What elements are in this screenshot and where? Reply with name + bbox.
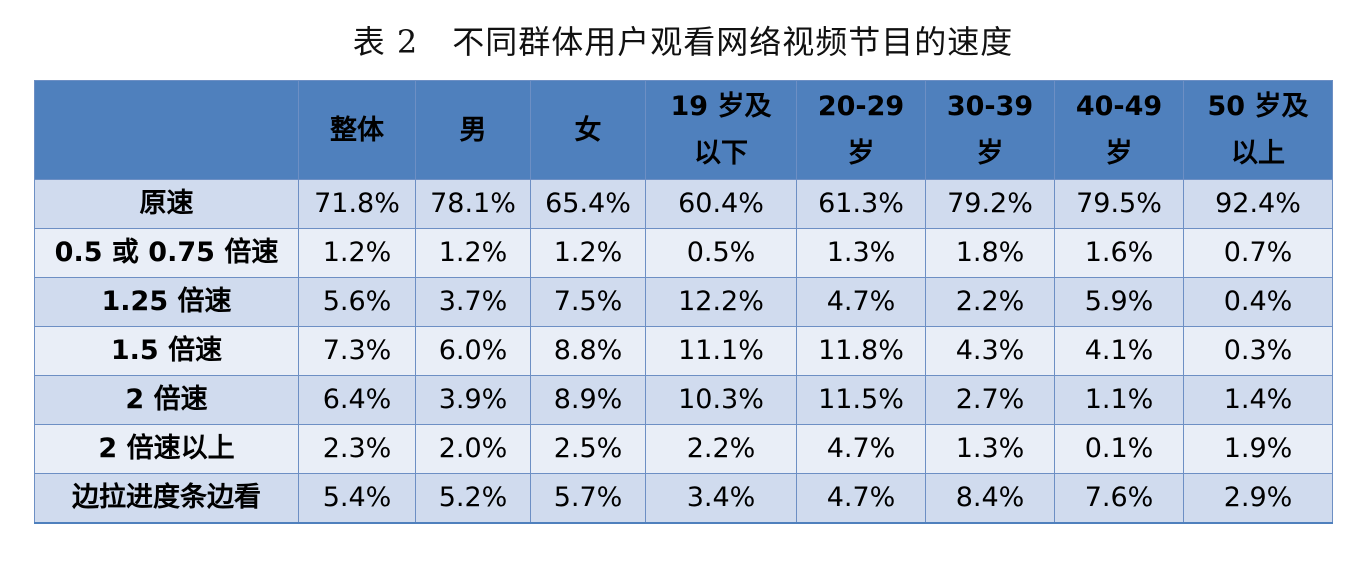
table-cell: 60.4% [645, 179, 797, 229]
table-cell: 4.7% [796, 424, 926, 474]
table-cell: 1.8% [925, 228, 1055, 278]
table-cell: 4.1% [1054, 326, 1184, 376]
table-cell: 11.8% [796, 326, 926, 376]
table-cell: 7.6% [1054, 473, 1184, 524]
table-cell: 6.0% [415, 326, 531, 376]
header-row: 整体 男 女 19 岁及 以下 20-29 岁 30-39 岁 40-49 岁 50 岁… [34, 80, 1333, 180]
table-cell: 2.7% [925, 375, 1055, 425]
header-cell: 整体 [298, 80, 416, 180]
table-cell: 3.4% [645, 473, 797, 524]
table-cell: 4.7% [796, 473, 926, 524]
table-cell: 79.5% [1054, 179, 1184, 229]
table-cell: 10.3% [645, 375, 797, 425]
table-cell: 2.3% [298, 424, 416, 474]
table-cell: 1.2% [298, 228, 416, 278]
table-row: 原速 71.8% 78.1% 65.4% 60.4% 61.3% 79.2% 7… [34, 179, 1333, 229]
table-cell: 0.3% [1183, 326, 1333, 376]
table-cell: 7.5% [530, 277, 646, 327]
table-cell: 5.9% [1054, 277, 1184, 327]
table-row: 边拉进度条边看 5.4% 5.2% 5.7% 3.4% 4.7% 8.4% 7.… [34, 473, 1333, 524]
table-cell: 4.3% [925, 326, 1055, 376]
table-cell: 8.9% [530, 375, 646, 425]
header-cell: 20-29 岁 [796, 80, 926, 180]
table-cell: 0.1% [1054, 424, 1184, 474]
table-row: 1.5 倍速 7.3% 6.0% 8.8% 11.1% 11.8% 4.3% 4… [34, 326, 1333, 376]
table-cell: 1.9% [1183, 424, 1333, 474]
table-cell: 79.2% [925, 179, 1055, 229]
table-cell: 5.6% [298, 277, 416, 327]
data-table: 整体 男 女 19 岁及 以下 20-29 岁 30-39 岁 40-49 岁 50 岁… [34, 80, 1333, 524]
header-cell: 40-49 岁 [1054, 80, 1184, 180]
table-number: 表 2 [352, 23, 419, 61]
table-cell: 78.1% [415, 179, 531, 229]
table-cell: 4.7% [796, 277, 926, 327]
table-caption: 表 2 不同群体用户观看网络视频节目的速度 [0, 14, 1366, 70]
table-cell: 11.1% [645, 326, 797, 376]
table-cell: 7.3% [298, 326, 416, 376]
table-cell: 0.7% [1183, 228, 1333, 278]
row-label: 2 倍速以上 [34, 424, 299, 474]
table-cell: 61.3% [796, 179, 926, 229]
table-cell: 6.4% [298, 375, 416, 425]
table-cell: 5.2% [415, 473, 531, 524]
table-cell: 1.2% [530, 228, 646, 278]
row-label: 0.5 或 0.75 倍速 [34, 228, 299, 278]
table-cell: 65.4% [530, 179, 646, 229]
table-cell: 1.6% [1054, 228, 1184, 278]
table-cell: 11.5% [796, 375, 926, 425]
row-label: 边拉进度条边看 [34, 473, 299, 524]
table-cell: 1.2% [415, 228, 531, 278]
row-label: 1.25 倍速 [34, 277, 299, 327]
header-cell: 男 [415, 80, 531, 180]
table-cell: 71.8% [298, 179, 416, 229]
table-cell: 1.3% [796, 228, 926, 278]
table-cell: 1.4% [1183, 375, 1333, 425]
table-cell: 8.8% [530, 326, 646, 376]
header-cell: 女 [530, 80, 646, 180]
table-row: 1.25 倍速 5.6% 3.7% 7.5% 12.2% 4.7% 2.2% 5… [34, 277, 1333, 327]
header-cell: 30-39 岁 [925, 80, 1055, 180]
table-title: 不同群体用户观看网络视频节目的速度 [452, 23, 1014, 61]
row-label: 2 倍速 [34, 375, 299, 425]
table-cell: 92.4% [1183, 179, 1333, 229]
table-cell: 3.9% [415, 375, 531, 425]
table-cell: 12.2% [645, 277, 797, 327]
row-label: 1.5 倍速 [34, 326, 299, 376]
table-cell: 1.3% [925, 424, 1055, 474]
table-cell: 5.7% [530, 473, 646, 524]
row-label: 原速 [34, 179, 299, 229]
header-cell: 19 岁及 以下 [645, 80, 797, 180]
table-cell: 2.5% [530, 424, 646, 474]
table-cell: 2.9% [1183, 473, 1333, 524]
table-cell: 8.4% [925, 473, 1055, 524]
header-corner [34, 80, 299, 180]
table-row: 2 倍速以上 2.3% 2.0% 2.5% 2.2% 4.7% 1.3% 0.1… [34, 424, 1333, 474]
table-cell: 1.1% [1054, 375, 1184, 425]
table-cell: 5.4% [298, 473, 416, 524]
table-cell: 3.7% [415, 277, 531, 327]
header-cell: 50 岁及 以上 [1183, 80, 1333, 180]
table-cell: 0.5% [645, 228, 797, 278]
table-cell: 2.2% [925, 277, 1055, 327]
table-row: 0.5 或 0.75 倍速 1.2% 1.2% 1.2% 0.5% 1.3% 1… [34, 228, 1333, 278]
table-row: 2 倍速 6.4% 3.9% 8.9% 10.3% 11.5% 2.7% 1.1… [34, 375, 1333, 425]
table-cell: 2.2% [645, 424, 797, 474]
table-cell: 0.4% [1183, 277, 1333, 327]
table-cell: 2.0% [415, 424, 531, 474]
